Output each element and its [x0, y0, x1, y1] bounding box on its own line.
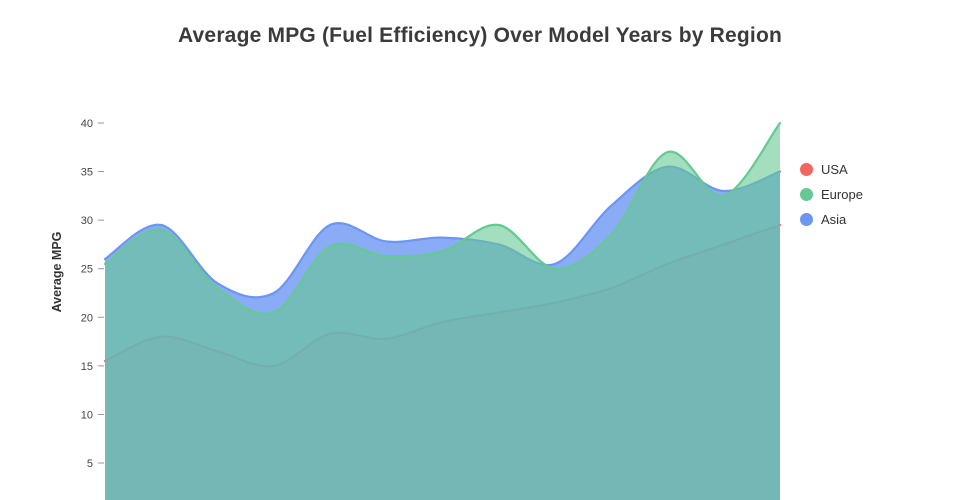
y-tick-label: 30 — [81, 215, 93, 227]
legend-swatch-usa — [800, 163, 813, 176]
y-tick-label: 25 — [81, 264, 93, 276]
legend-item-europe[interactable]: Europe — [800, 187, 863, 202]
legend-label-asia: Asia — [821, 212, 847, 227]
legend-swatch-asia — [800, 213, 813, 226]
legend: USA Europe Asia — [800, 162, 863, 237]
y-tick-label: 10 — [81, 409, 93, 421]
legend-item-asia[interactable]: Asia — [800, 212, 863, 227]
legend-label-usa: USA — [821, 162, 848, 177]
legend-label-europe: Europe — [821, 187, 863, 202]
chart-title: Average MPG (Fuel Efficiency) Over Model… — [177, 24, 783, 47]
legend-swatch-europe — [800, 188, 813, 201]
y-tick-label: 20 — [81, 312, 93, 324]
legend-item-usa[interactable]: USA — [800, 162, 863, 177]
y-tick-label: 15 — [81, 361, 93, 373]
y-tick-label: 5 — [87, 458, 93, 470]
area-europe — [105, 123, 780, 500]
y-tick-label: 35 — [81, 167, 93, 179]
line-europe — [103, 121, 782, 315]
y-tick-label: 40 — [81, 118, 93, 130]
